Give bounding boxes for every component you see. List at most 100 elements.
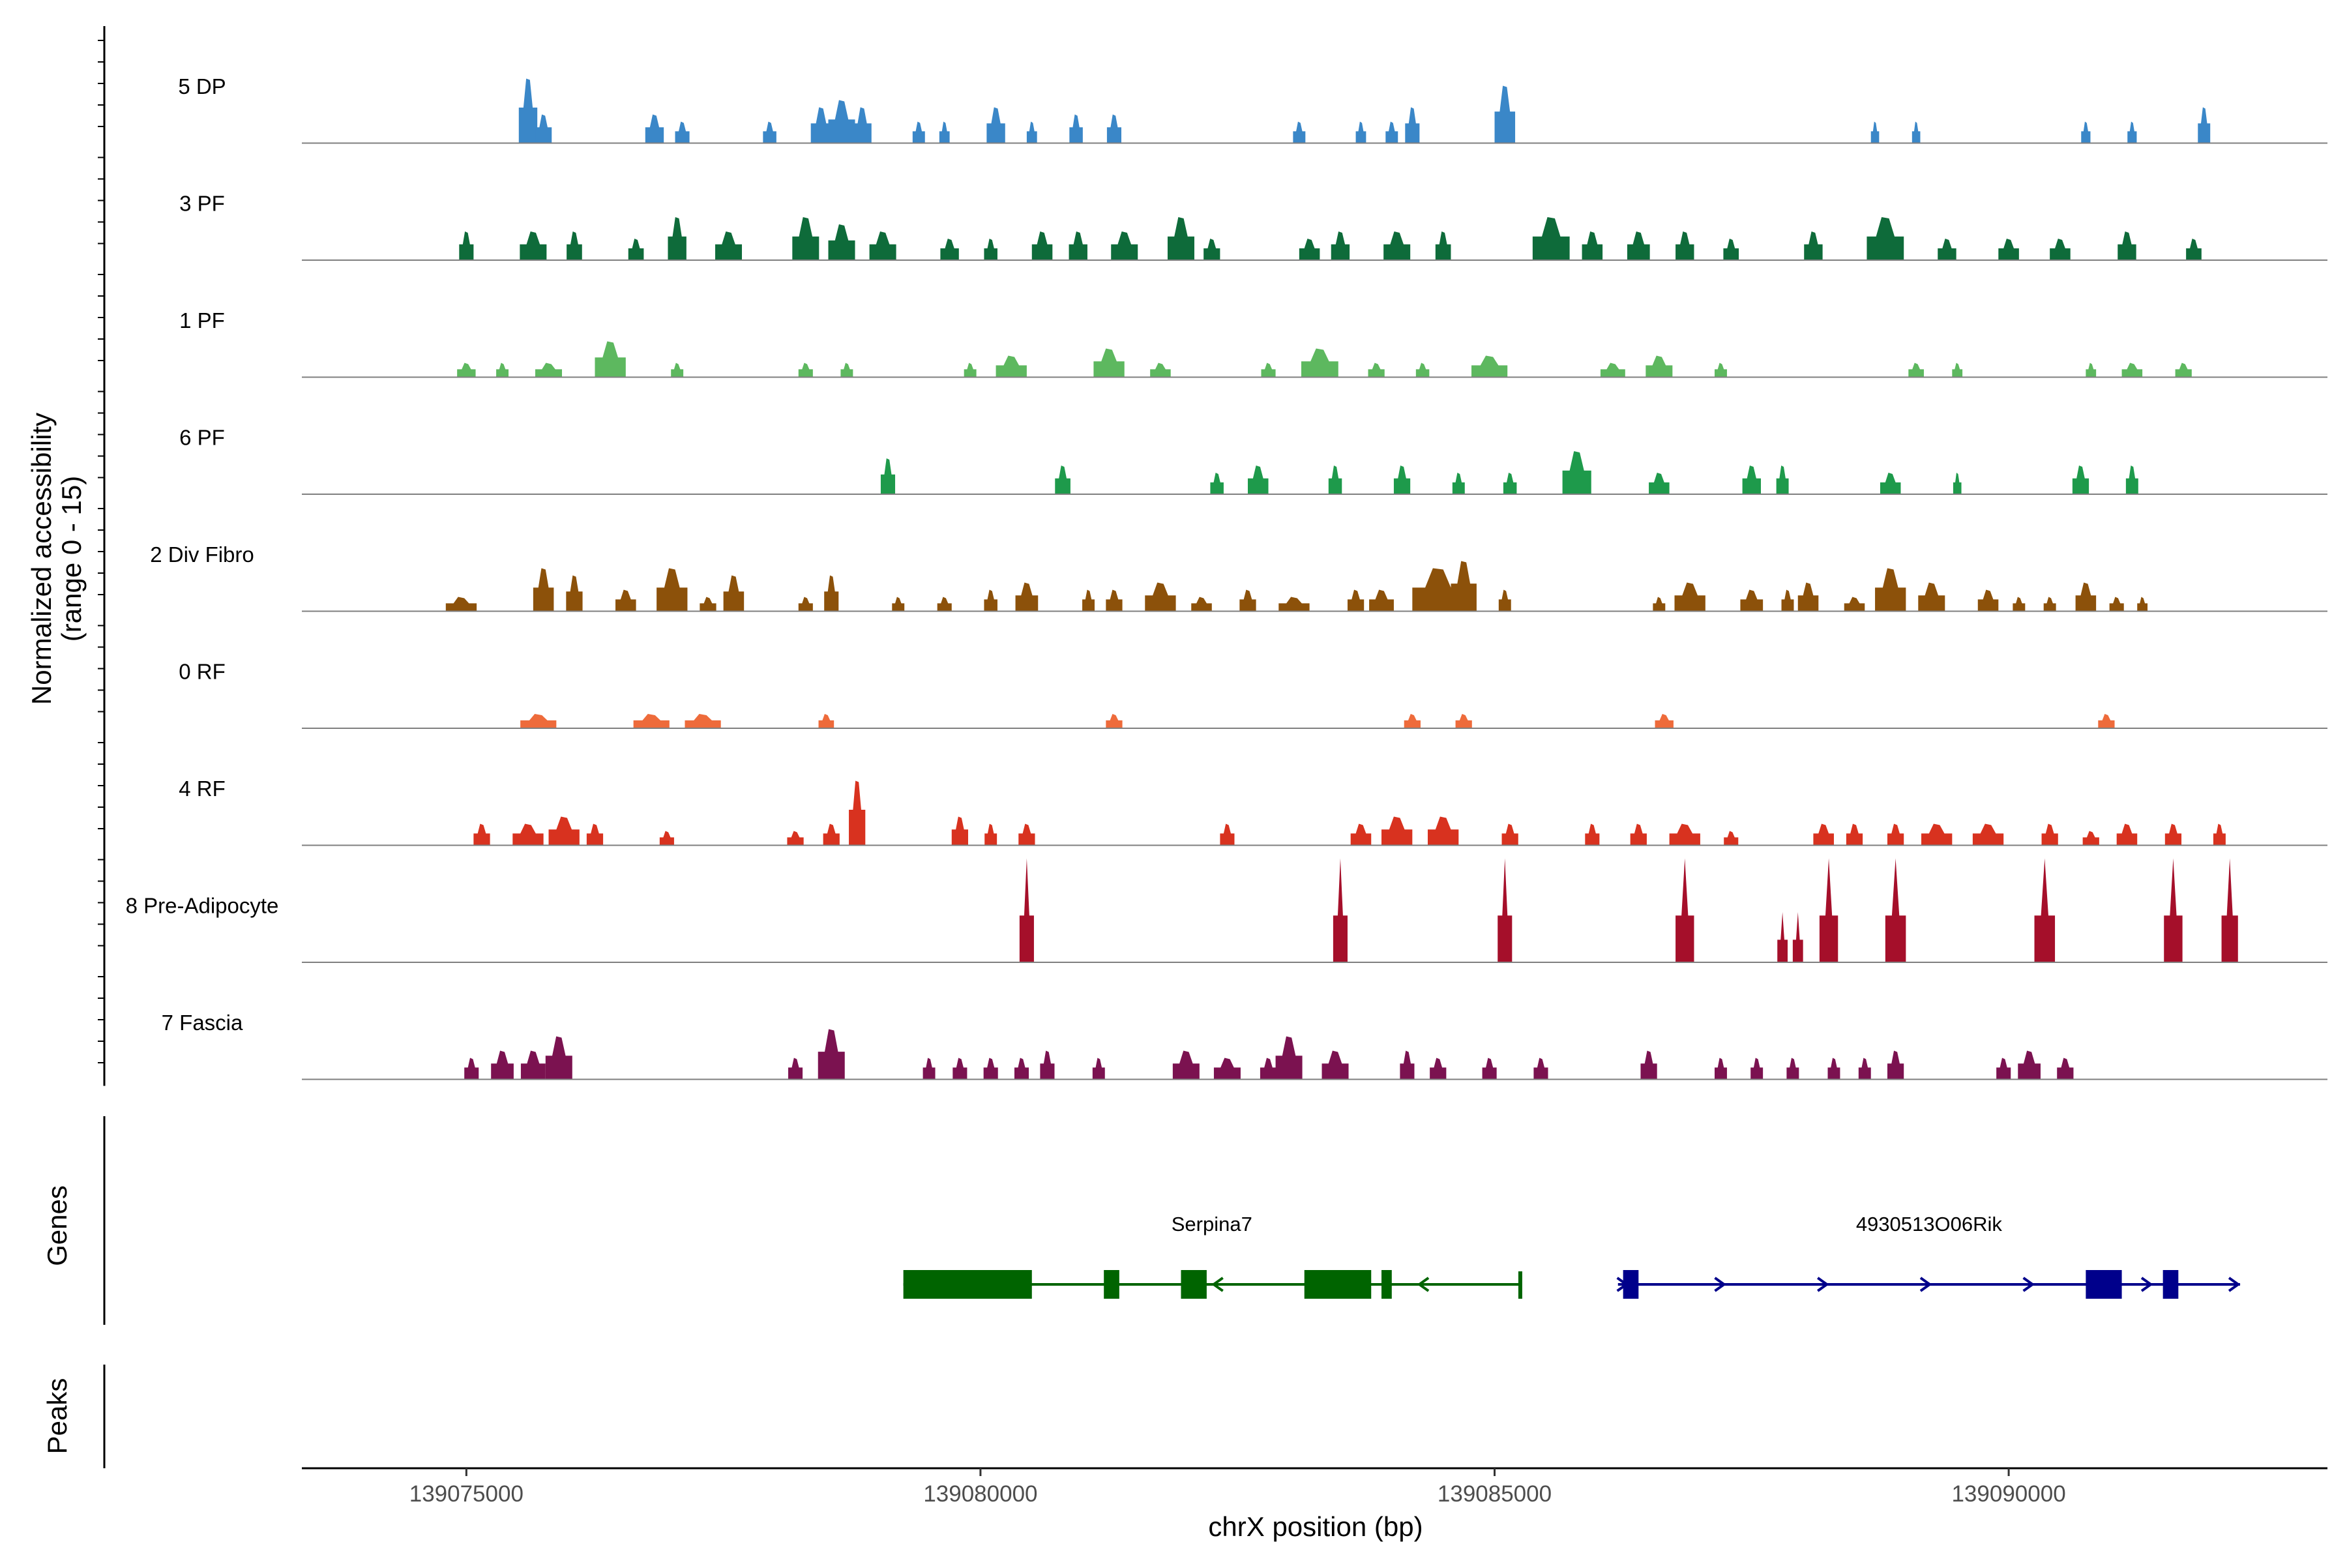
coverage-peak xyxy=(1031,231,1053,260)
coverage-peak xyxy=(1533,1058,1548,1080)
coverage-peak xyxy=(1191,597,1212,612)
coverage-peak xyxy=(1301,348,1338,377)
coverage-peak xyxy=(1582,231,1603,260)
coverage-peak xyxy=(1385,121,1398,143)
coverage-peak xyxy=(1210,473,1224,494)
coverage-peak xyxy=(2137,597,2148,612)
coverage-peak xyxy=(1369,589,1394,612)
coverage-peak xyxy=(2034,858,2056,962)
coverage-peak xyxy=(1585,823,1600,846)
track-label: 1 PF xyxy=(179,308,225,333)
coverage-peak xyxy=(1675,858,1694,962)
coverage-peak xyxy=(1278,597,1310,612)
coverage-peak xyxy=(1844,597,1865,612)
coverage-peak xyxy=(2013,597,2026,612)
coverage-peak xyxy=(912,121,925,143)
coverage-peak xyxy=(1655,714,1674,728)
y-axis-title-line1: Normalized accessibility xyxy=(26,413,57,705)
coverage-peak xyxy=(763,121,776,143)
coverage-peak xyxy=(1260,1058,1277,1080)
coverage-peak xyxy=(2116,823,2138,846)
coverage-peak xyxy=(1938,239,1956,260)
coverage-peak xyxy=(1827,1058,1840,1080)
coverage-peak xyxy=(2186,239,2202,260)
coverage-peak xyxy=(1996,1058,2011,1080)
track-6-pf: 6 PF xyxy=(179,426,2327,495)
strand-arrow xyxy=(1211,1277,1224,1292)
coverage-peak xyxy=(986,107,1005,143)
coverage-peak xyxy=(566,575,583,612)
coverage-peak xyxy=(1400,1050,1415,1080)
coverage-peak xyxy=(1150,362,1171,377)
coverage-peak xyxy=(2213,823,2226,846)
coverage-peak xyxy=(1321,1050,1349,1080)
coverage-peak xyxy=(595,341,626,377)
coverage-peak xyxy=(810,107,832,143)
coverage-peak xyxy=(668,217,686,260)
coverage-peak xyxy=(1430,1058,1447,1080)
coverage-peak xyxy=(1019,858,1034,962)
coverage-peak xyxy=(1675,231,1694,260)
coverage-peak xyxy=(615,589,636,612)
coverage-peak xyxy=(1627,231,1650,260)
coverage-peak xyxy=(1435,231,1451,260)
coverage-peak xyxy=(548,816,580,846)
coverage-peak xyxy=(535,362,563,377)
accessibility-tracks: 5 DP 3 PF 1 PF 6 PF 2 Div Fibro 0 RF 4 RF 8 Pre… xyxy=(126,74,2327,1080)
coverage-peak xyxy=(586,823,604,846)
coverage-peak xyxy=(1471,355,1508,377)
coverage-peak xyxy=(659,831,674,846)
track-label: 5 DP xyxy=(178,74,226,98)
coverage-peak xyxy=(2050,239,2071,260)
coverage-peak xyxy=(1405,107,1420,143)
coverage-peak xyxy=(2041,823,2058,846)
coverage-peak xyxy=(1293,121,1306,143)
coverage-peak xyxy=(792,217,819,260)
coverage-peak xyxy=(2018,1050,2041,1080)
coverage-peak xyxy=(1498,858,1513,962)
coverage-peak xyxy=(1239,589,1256,612)
x-tick-label: 139080000 xyxy=(923,1481,1037,1507)
coverage-peak xyxy=(1952,362,1963,377)
coverage-peak xyxy=(1299,239,1320,260)
coverage-peak xyxy=(1646,355,1673,377)
coverage-peak xyxy=(1750,1058,1764,1080)
coverage-peak xyxy=(459,231,474,260)
strand-arrow xyxy=(1817,1277,1829,1292)
coverage-peak xyxy=(828,224,855,260)
coverage-peak xyxy=(849,780,866,846)
peaks-panel-label: Peaks xyxy=(42,1378,72,1455)
coverage-peak xyxy=(535,114,552,143)
coverage-peak xyxy=(723,575,745,612)
coverage-peak xyxy=(2164,823,2182,846)
track-label: 3 PF xyxy=(179,192,225,216)
coverage-peak xyxy=(1740,589,1764,612)
coverage-peak xyxy=(892,597,905,612)
coverage-peak xyxy=(1069,114,1083,143)
coverage-peak xyxy=(2057,1058,2074,1080)
coverage-peak xyxy=(1562,451,1591,494)
gene-name: Serpina7 xyxy=(1172,1213,1252,1235)
coverage-peak xyxy=(645,114,664,143)
track-label: 8 Pre-Adipocyte xyxy=(126,894,279,918)
coverage-peak xyxy=(1213,1058,1241,1080)
coverage-peak xyxy=(869,231,896,260)
coverage-peak xyxy=(1792,912,1803,962)
coverage-peak xyxy=(1082,589,1095,612)
coverage-peak xyxy=(1669,823,1700,846)
coverage-peak xyxy=(657,568,688,612)
coverage-peak xyxy=(951,816,968,846)
coverage-peak xyxy=(1786,1058,1799,1080)
coverage-peak xyxy=(1106,714,1123,728)
coverage-peak xyxy=(1106,114,1121,143)
coverage-peak xyxy=(685,714,721,728)
coverage-peak xyxy=(787,831,804,846)
gene-exon xyxy=(2086,1270,2122,1299)
coverage-peak xyxy=(1776,466,1789,494)
coverage-peak xyxy=(1715,1058,1727,1080)
x-axis: 139075000 139080000 139085000 139090000 xyxy=(302,1467,2327,1507)
coverage-peak xyxy=(520,714,557,728)
coverage-peak xyxy=(1404,714,1421,728)
coverage-peak xyxy=(2072,466,2089,494)
